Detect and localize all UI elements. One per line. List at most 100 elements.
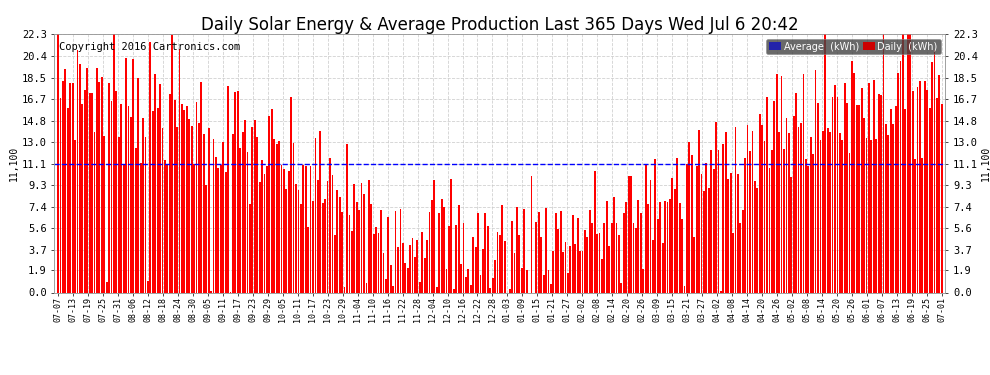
Bar: [484, 213, 486, 292]
Bar: [564, 242, 566, 292]
Bar: [754, 181, 755, 292]
Bar: [912, 91, 914, 292]
Bar: [785, 117, 787, 292]
Bar: [708, 188, 710, 292]
Bar: [210, 291, 212, 292]
Bar: [706, 163, 707, 292]
Bar: [848, 153, 850, 292]
Bar: [365, 283, 367, 292]
Bar: [307, 227, 309, 292]
Bar: [62, 81, 64, 292]
Bar: [883, 34, 884, 292]
Bar: [253, 120, 255, 292]
Bar: [621, 283, 623, 292]
Bar: [873, 80, 875, 292]
Bar: [599, 233, 600, 292]
Bar: [171, 34, 173, 292]
Bar: [853, 73, 855, 292]
Bar: [766, 97, 768, 292]
Bar: [878, 94, 879, 292]
Bar: [674, 189, 675, 292]
Bar: [543, 275, 545, 292]
Bar: [86, 68, 88, 292]
Bar: [360, 183, 362, 292]
Bar: [143, 118, 144, 292]
Bar: [761, 125, 763, 292]
Bar: [159, 84, 161, 292]
Bar: [235, 92, 237, 292]
Bar: [626, 202, 627, 292]
Bar: [863, 117, 865, 292]
Bar: [652, 240, 653, 292]
Bar: [696, 166, 698, 292]
Y-axis label: 11,100: 11,100: [981, 146, 990, 181]
Bar: [149, 42, 151, 292]
Bar: [870, 140, 872, 292]
Bar: [186, 106, 188, 292]
Bar: [315, 138, 317, 292]
Bar: [900, 61, 902, 292]
Bar: [123, 165, 125, 292]
Bar: [285, 189, 287, 292]
Bar: [327, 181, 329, 292]
Bar: [746, 125, 748, 292]
Bar: [830, 132, 831, 292]
Bar: [424, 258, 426, 292]
Bar: [275, 144, 277, 292]
Bar: [604, 224, 605, 292]
Bar: [387, 217, 389, 292]
Bar: [81, 104, 83, 292]
Bar: [465, 277, 467, 292]
Bar: [121, 104, 122, 292]
Bar: [698, 130, 700, 292]
Title: Daily Solar Energy & Average Production Last 365 Days Wed Jul 6 20:42: Daily Solar Energy & Average Production …: [201, 16, 799, 34]
Bar: [436, 287, 438, 292]
Bar: [586, 237, 588, 292]
Bar: [256, 137, 258, 292]
Bar: [808, 166, 809, 292]
Bar: [851, 61, 853, 292]
Bar: [125, 58, 127, 292]
Bar: [545, 208, 547, 292]
Bar: [404, 263, 406, 292]
Bar: [460, 264, 462, 292]
Bar: [922, 158, 924, 292]
Bar: [91, 93, 93, 292]
Bar: [444, 207, 446, 292]
Bar: [310, 166, 312, 292]
Bar: [113, 34, 115, 292]
Bar: [703, 191, 705, 292]
Bar: [429, 212, 431, 292]
Bar: [84, 90, 86, 292]
Y-axis label: 11,100: 11,100: [9, 146, 19, 181]
Bar: [300, 204, 302, 292]
Bar: [492, 278, 494, 292]
Bar: [419, 282, 421, 292]
Bar: [594, 171, 596, 292]
Bar: [317, 180, 319, 292]
Bar: [417, 240, 419, 292]
Bar: [934, 50, 936, 292]
Bar: [227, 86, 229, 292]
Bar: [258, 182, 260, 292]
Bar: [280, 165, 282, 292]
Bar: [649, 180, 651, 292]
Bar: [154, 74, 156, 292]
Bar: [183, 110, 185, 292]
Bar: [288, 171, 290, 292]
Bar: [758, 114, 760, 292]
Bar: [96, 68, 98, 292]
Bar: [917, 87, 919, 292]
Bar: [431, 200, 433, 292]
Bar: [907, 34, 909, 292]
Bar: [218, 168, 219, 292]
Bar: [278, 141, 280, 292]
Bar: [521, 268, 523, 292]
Bar: [577, 218, 578, 292]
Bar: [385, 279, 387, 292]
Bar: [733, 232, 734, 292]
Bar: [382, 253, 384, 292]
Bar: [740, 222, 742, 292]
Bar: [834, 85, 836, 292]
Bar: [519, 236, 521, 292]
